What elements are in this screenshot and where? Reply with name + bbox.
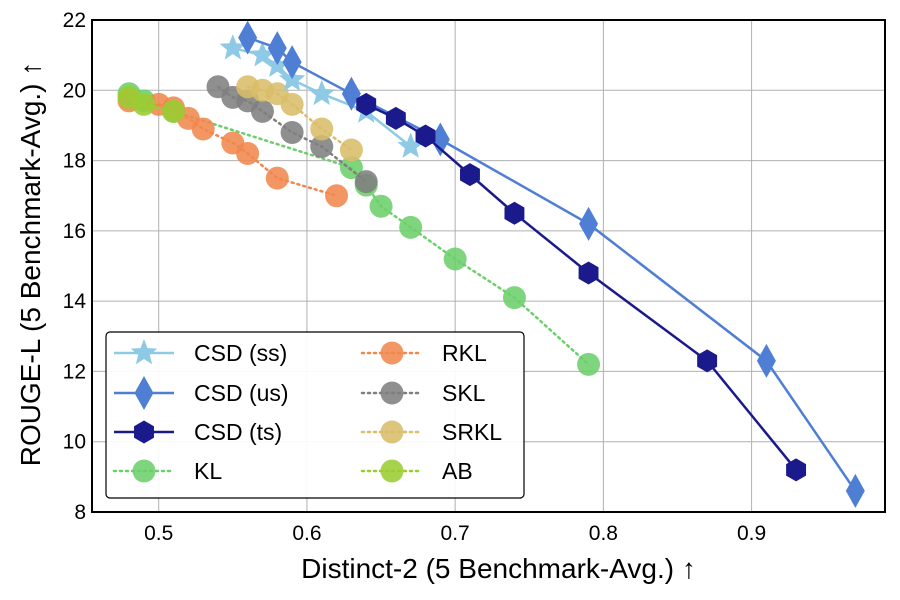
x-tick-label: 0.6 (292, 522, 321, 545)
data-point-rkl (325, 184, 349, 208)
legend-item-csd-ts: CSD (ts) (114, 419, 282, 445)
data-point-csd-ss (219, 34, 247, 60)
legend-marker (380, 459, 404, 483)
data-point-csd-ts (697, 349, 718, 373)
legend-item-srkl: SRKL (360, 419, 502, 445)
data-point-rkl (236, 142, 260, 166)
data-point-csd-us (341, 76, 361, 111)
data-point-csd-us (267, 31, 287, 66)
plot-area (117, 20, 865, 508)
data-point-csd-us (756, 343, 776, 378)
data-point-kl (577, 352, 601, 376)
x-tick-label: 0.7 (441, 522, 470, 545)
data-point-srkl (310, 117, 334, 141)
data-point-rkl (191, 117, 215, 141)
data-point-csd-us (845, 473, 865, 508)
y-tick-label: 12 (63, 360, 86, 383)
plot-frame (91, 19, 886, 513)
series-srkl (236, 75, 363, 162)
y-tick-label: 22 (63, 9, 86, 32)
data-point-skl (354, 170, 378, 194)
data-point-csd-ts (356, 92, 377, 116)
x-tick-label: 0.9 (737, 522, 766, 545)
data-point-csd-us (430, 122, 450, 157)
legend-marker (380, 381, 404, 405)
data-point-csd-ts (504, 201, 525, 225)
y-tick-label: 14 (63, 290, 87, 313)
legend-marker (380, 420, 404, 444)
legend-label: CSD (us) (194, 380, 289, 406)
data-point-rkl (265, 166, 289, 190)
legend-item-csd-ss: CSD (ss) (114, 339, 287, 366)
data-point-ab (162, 99, 186, 123)
data-point-kl (502, 286, 526, 310)
data-point-csd-ts (578, 261, 599, 285)
data-point-srkl (339, 138, 363, 162)
data-point-csd-ss (397, 132, 424, 158)
y-axis-label: ROUGE-L (5 Benchmark-Avg.) ↑ (15, 62, 46, 467)
series-csd-ts (356, 92, 807, 482)
y-tick-label: 10 (63, 431, 86, 454)
data-point-csd-us (282, 45, 302, 80)
data-point-kl (399, 215, 423, 239)
data-point-skl (310, 135, 334, 159)
series-ab (117, 85, 186, 123)
x-tick-label: 0.5 (144, 522, 173, 545)
legend-label: KL (194, 458, 222, 484)
legend-marker (380, 341, 404, 365)
legend-label: SRKL (442, 419, 502, 445)
legend: CSD (ss) CSD (us) CSD (ts) KL RKL SKL SRKL AB (105, 331, 525, 499)
legend-label: AB (442, 458, 473, 484)
data-point-csd-ts (460, 163, 480, 187)
data-point-srkl (280, 92, 304, 116)
y-tick-label: 16 (63, 220, 86, 243)
legend-marker (134, 376, 154, 410)
data-point-csd-ss (308, 79, 336, 106)
legend-box (105, 331, 525, 499)
legend-label: CSD (ss) (194, 340, 287, 366)
data-point-kl (443, 247, 467, 271)
legend-marker (134, 420, 154, 444)
data-point-skl (250, 99, 274, 123)
data-point-kl (369, 194, 393, 218)
data-point-csd-us (579, 206, 599, 241)
legend-label: SKL (442, 380, 486, 406)
legend-label: RKL (442, 340, 487, 366)
data-point-kl (339, 156, 363, 180)
legend-item-skl: SKL (360, 380, 486, 406)
data-point-ab (132, 92, 156, 116)
legend-item-kl: KL (112, 458, 222, 484)
legend-item-rkl: RKL (360, 340, 487, 366)
data-point-csd-ss (249, 41, 276, 67)
data-point-csd-ts (786, 458, 807, 482)
legend-item-ab: AB (360, 458, 473, 484)
legend-marker (130, 339, 158, 365)
data-point-skl (280, 120, 304, 144)
legend-item-csd-us: CSD (us) (114, 376, 289, 410)
data-point-csd-ts (415, 124, 436, 148)
legend-marker (132, 459, 156, 483)
legend-label: CSD (ts) (194, 419, 282, 445)
axis-ticks: 0.5 0.6 0.7 0.8 0.9 8 10 12 14 16 18 20 22 (63, 9, 767, 545)
y-tick-label: 20 (63, 79, 86, 102)
data-point-csd-ts (385, 106, 406, 130)
x-axis-label: Distinct-2 (5 Benchmark-Avg.) ↑ (301, 553, 696, 584)
x-tick-label: 0.8 (589, 522, 618, 545)
y-tick-label: 8 (74, 501, 86, 524)
data-point-csd-us (238, 20, 258, 55)
y-tick-label: 18 (63, 150, 86, 173)
